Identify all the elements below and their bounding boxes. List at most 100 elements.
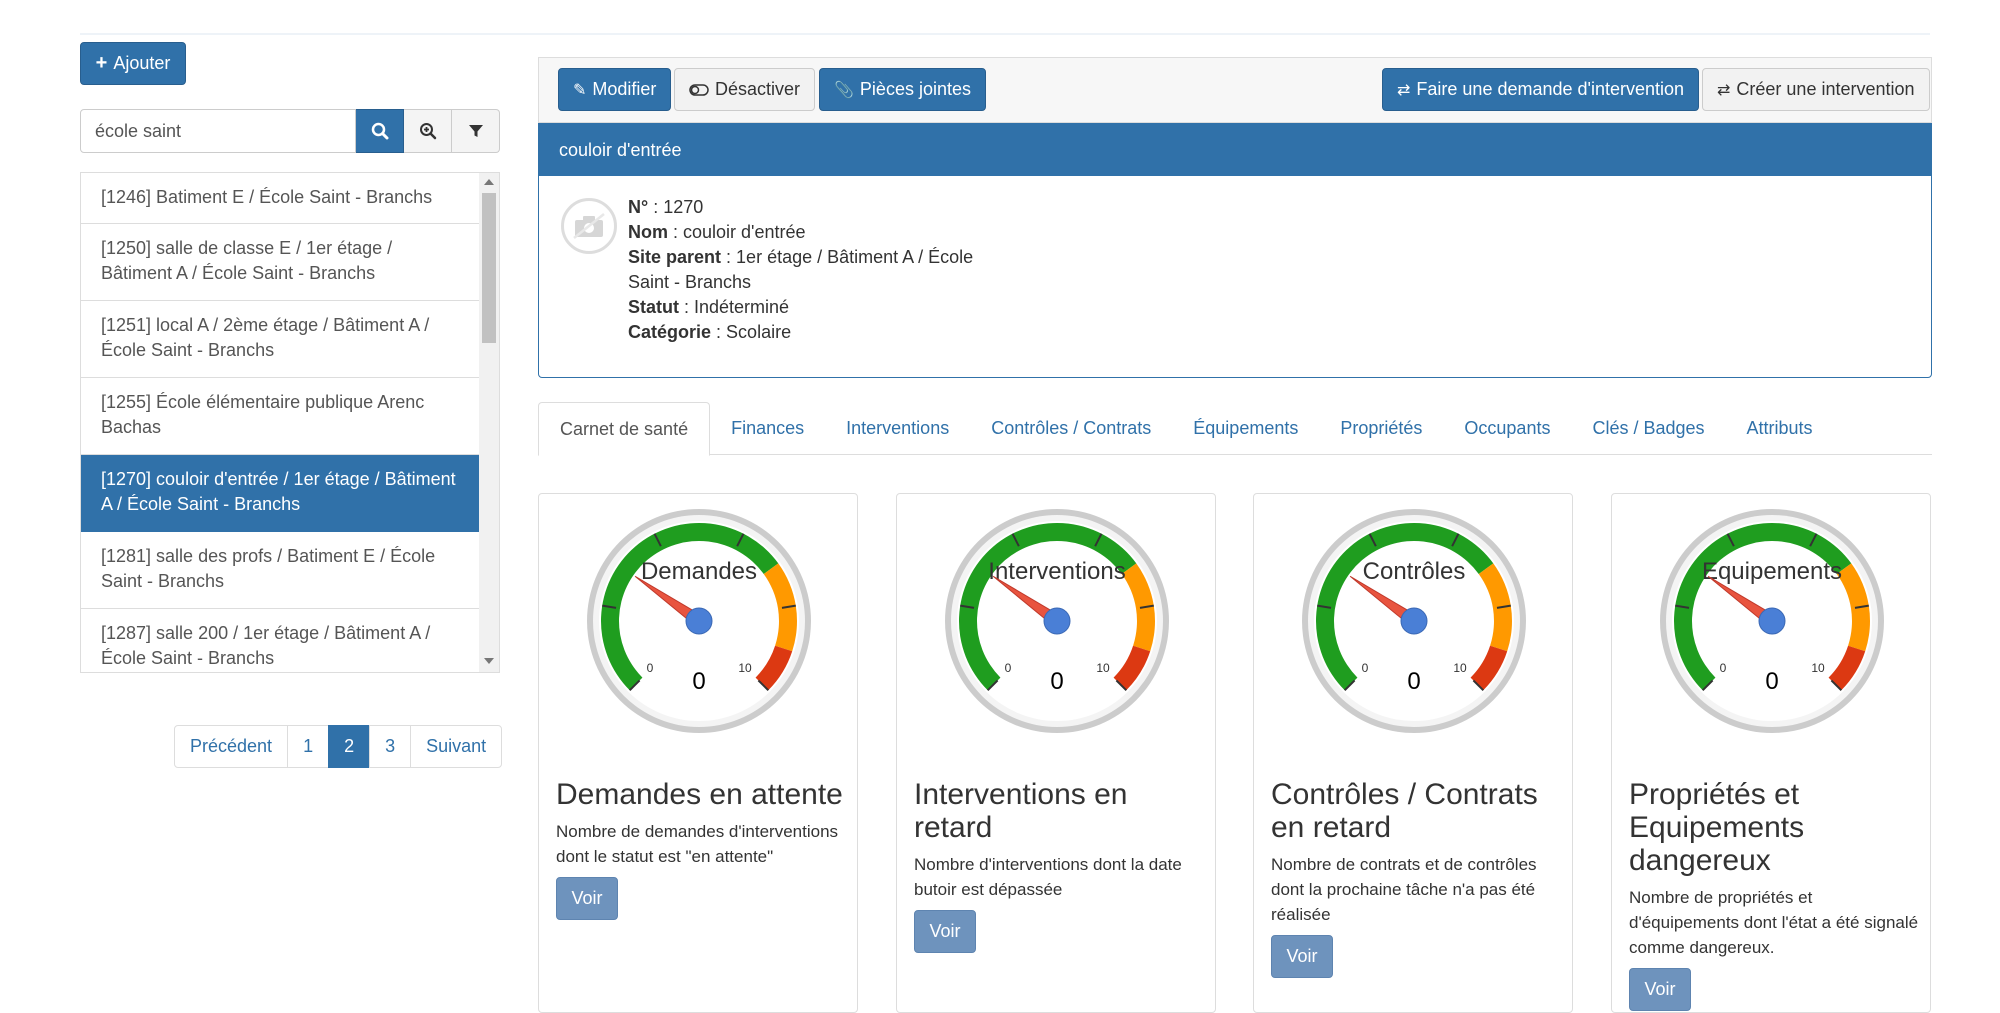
list-item[interactable]: [1281] salle des profs / Batiment E / Éc… (81, 532, 479, 609)
list-scrollbar[interactable] (479, 173, 499, 672)
card-body: Demandes en attente Nombre de demandes d'… (556, 778, 851, 920)
tab-controles-contrats[interactable]: Contrôles / Contrats (991, 418, 1152, 438)
pagination-next[interactable]: Suivant (410, 725, 503, 768)
detail-parent-site: 1er étage / Bâtiment A / École Saint - B… (628, 247, 974, 292)
attachments-button[interactable]: 📎 Pièces jointes (819, 68, 986, 111)
gauge-chart: Contrôles 0 10 0 (1302, 509, 1526, 733)
tab-interventions[interactable]: Interventions (846, 418, 950, 438)
stat-card: Demandes 0 10 0 Demandes en attente Nombre de… (538, 493, 858, 1013)
scroll-up-arrow-icon[interactable] (484, 179, 494, 185)
exchange-icon: ⇄ (1717, 81, 1731, 99)
list-item[interactable]: [1251] local A / 2ème étage / Bâtiment A… (81, 301, 479, 378)
exchange-icon: ⇄ (1397, 81, 1411, 99)
voir-button[interactable]: Voir (914, 910, 976, 953)
detail-panel: couloir d'entrée N° : 1270 Nom : couloir… (538, 123, 1932, 378)
list-item[interactable]: [1270] couloir d'entrée / 1er étage / Bâ… (81, 455, 479, 532)
voir-button[interactable]: Voir (556, 877, 618, 920)
card-description: Nombre d'interventions dont la date buto… (914, 855, 1182, 899)
pagination-page-1[interactable]: 1 (287, 725, 330, 768)
gauge-hub (1043, 607, 1071, 635)
voir-button[interactable]: Voir (1629, 968, 1691, 1011)
gauge-value: 0 (1765, 668, 1778, 695)
stat-card: Contrôles 0 10 0 Contrôles / Contrats en ret… (1253, 493, 1573, 1013)
gauge-chart: Interventions 0 10 0 (945, 509, 1169, 733)
deactivate-button[interactable]: Désactiver (674, 68, 816, 111)
card-body: Interventions en retard Nombre d'interven… (914, 778, 1209, 953)
tab-carnet-de-sante[interactable]: Carnet de santé (538, 402, 711, 456)
detail-name: couloir d'entrée (683, 222, 806, 242)
search-bar (80, 109, 500, 153)
plus-icon: + (95, 52, 108, 74)
card-body: Contrôles / Contrats en retard Nombre de … (1271, 778, 1566, 978)
gauge-label: Equipements (1702, 558, 1842, 585)
scroll-down-arrow-icon[interactable] (484, 658, 494, 664)
tab-attributs[interactable]: Attributs (1746, 418, 1813, 438)
gauge-value: 0 (1050, 668, 1063, 695)
gauge-hub (1758, 607, 1786, 635)
detail-field: Statut : Indéterminé (628, 297, 790, 317)
zoom-in-icon (419, 123, 436, 140)
no-photo-icon (561, 198, 617, 254)
card-title: Propriétés et Equipements dangereux (1629, 778, 1805, 877)
gauge-chart: Equipements 0 10 0 (1660, 509, 1884, 733)
gauge-value: 0 (1407, 668, 1420, 695)
card-title: Contrôles / Contrats en retard (1271, 778, 1538, 844)
modify-button[interactable]: ✎ Modifier (558, 68, 672, 111)
tab-occupants[interactable]: Occupants (1464, 418, 1551, 438)
pencil-icon: ✎ (573, 81, 587, 99)
create-intervention-button[interactable]: ⇄ Créer une intervention (1702, 68, 1930, 111)
pagination-page-3[interactable]: 3 (369, 725, 412, 768)
tab-cles-badges[interactable]: Clés / Badges (1592, 418, 1705, 438)
advanced-search-button[interactable] (404, 109, 453, 153)
pagination-page-2[interactable]: 2 (328, 725, 371, 768)
detail-status: Indéterminé (694, 297, 790, 317)
detail-info: N° : 1270 Nom : couloir d'entrée Site pa… (628, 195, 988, 345)
filter-icon (468, 125, 483, 137)
filter-button[interactable] (452, 109, 500, 153)
list-item[interactable]: [1246] Batiment E / École Saint - Branch… (81, 173, 479, 224)
gauge-min-label: 0 (1362, 661, 1369, 675)
tab-finances[interactable]: Finances (731, 418, 805, 438)
card-description: Nombre de demandes d'interventions dont … (556, 822, 839, 866)
top-divider (80, 33, 1930, 35)
gauge-max-label: 10 (1811, 661, 1825, 675)
tab-proprietes[interactable]: Propriétés (1340, 418, 1423, 438)
gauge-max-label: 10 (1096, 661, 1110, 675)
voir-button[interactable]: Voir (1271, 935, 1333, 978)
gauge-label: Demandes (641, 558, 757, 585)
attachments-button-label: Pièces jointes (859, 79, 971, 99)
detail-title: couloir d'entrée (539, 124, 1931, 176)
search-input[interactable] (80, 109, 357, 153)
scroll-thumb[interactable] (482, 193, 496, 343)
paperclip-icon: 📎 (834, 81, 854, 99)
detail-number: 1270 (663, 197, 704, 217)
gauge-label: Interventions (988, 558, 1125, 585)
list-item[interactable]: [1255] École élémentaire publique Arenc … (81, 378, 479, 455)
gauge-min-label: 0 (647, 661, 654, 675)
gauge-min-label: 0 (1005, 661, 1012, 675)
card-body: Propriétés et Equipements dangereux Nombr… (1629, 778, 1924, 1011)
card-description: Nombre de propriétés et d'équipements do… (1629, 888, 1919, 957)
gauge-max-label: 10 (1453, 661, 1467, 675)
request-intervention-label: Faire une demande d'intervention (1416, 79, 1685, 99)
deactivate-button-label: Désactiver (715, 79, 801, 99)
request-intervention-button[interactable]: ⇄ Faire une demande d'intervention (1382, 68, 1700, 111)
detail-field: Nom : couloir d'entrée (628, 222, 806, 242)
list-item[interactable]: [1287] salle 200 / 1er étage / Bâtiment … (81, 609, 479, 672)
gauge-chart: Demandes 0 10 0 (587, 509, 811, 733)
card-description: Nombre de contrats et de contrôles dont … (1271, 855, 1537, 924)
tab-equipements[interactable]: Équipements (1193, 418, 1299, 438)
detail-field: N° : 1270 (628, 197, 704, 217)
toggle-off-icon (689, 83, 709, 96)
add-button[interactable]: + Ajouter (80, 42, 186, 85)
gauge-hub (1400, 607, 1428, 635)
detail-category: Scolaire (726, 322, 792, 342)
pagination: Précédent 1 2 3 Suivant (174, 725, 503, 768)
list-item[interactable]: [1250] salle de classe E / 1er étage / B… (81, 224, 479, 301)
detail-field: Catégorie : Scolaire (628, 322, 792, 342)
stat-card: Interventions 0 10 0 Interventions en retard… (896, 493, 1216, 1013)
pagination-prev[interactable]: Précédent (174, 725, 289, 768)
gauge-max-label: 10 (738, 661, 752, 675)
search-button[interactable] (356, 109, 405, 153)
modify-button-label: Modifier (592, 79, 657, 99)
